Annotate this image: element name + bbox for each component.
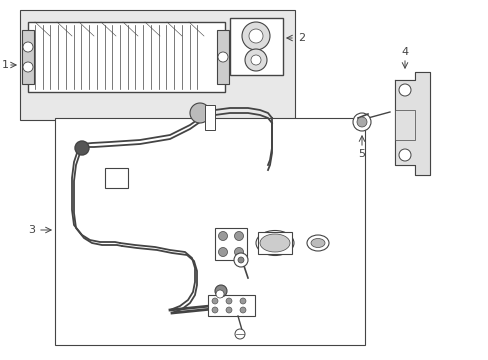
Bar — [394, 110, 414, 140]
Text: 2: 2 — [297, 33, 305, 43]
Ellipse shape — [310, 238, 325, 248]
Bar — [20, 10, 294, 120]
Text: 5: 5 — [358, 149, 365, 159]
Circle shape — [398, 84, 410, 96]
Text: 3: 3 — [28, 225, 36, 235]
Circle shape — [242, 22, 269, 50]
Bar — [105, 168, 128, 188]
Bar — [258, 232, 291, 254]
Bar — [204, 105, 215, 130]
Circle shape — [75, 141, 89, 155]
Bar — [217, 30, 228, 84]
Circle shape — [225, 307, 231, 313]
Polygon shape — [394, 72, 429, 175]
Circle shape — [356, 117, 366, 127]
Ellipse shape — [306, 235, 328, 251]
Ellipse shape — [260, 234, 289, 252]
Bar — [22, 30, 34, 84]
Circle shape — [218, 231, 227, 240]
Bar — [215, 228, 246, 260]
Circle shape — [235, 329, 244, 339]
Circle shape — [240, 307, 245, 313]
Circle shape — [218, 248, 227, 256]
Circle shape — [190, 103, 209, 123]
Circle shape — [23, 62, 33, 72]
Circle shape — [238, 257, 244, 263]
Circle shape — [240, 298, 245, 304]
Circle shape — [212, 307, 218, 313]
Ellipse shape — [256, 230, 293, 256]
Circle shape — [398, 149, 410, 161]
Bar — [28, 22, 224, 92]
Circle shape — [212, 298, 218, 304]
Circle shape — [215, 285, 226, 297]
Circle shape — [234, 253, 247, 267]
Circle shape — [244, 49, 266, 71]
Circle shape — [218, 52, 227, 62]
Circle shape — [234, 231, 243, 240]
Bar — [207, 295, 254, 316]
Circle shape — [250, 55, 261, 65]
Circle shape — [352, 113, 370, 131]
Bar — [55, 118, 364, 345]
Circle shape — [248, 29, 263, 43]
Text: 1: 1 — [1, 60, 8, 70]
Circle shape — [234, 248, 243, 256]
Circle shape — [216, 290, 224, 298]
Circle shape — [23, 42, 33, 52]
Circle shape — [225, 298, 231, 304]
Text: 4: 4 — [401, 47, 408, 57]
Bar — [229, 18, 283, 75]
